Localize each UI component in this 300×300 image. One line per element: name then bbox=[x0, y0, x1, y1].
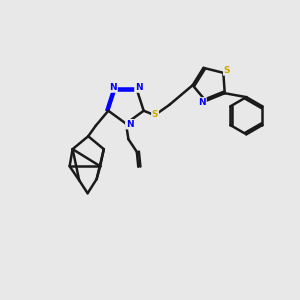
Text: N: N bbox=[126, 120, 134, 129]
Text: N: N bbox=[135, 83, 142, 92]
Text: S: S bbox=[224, 66, 230, 75]
Text: N: N bbox=[110, 83, 117, 92]
Text: N: N bbox=[198, 98, 206, 107]
Text: S: S bbox=[152, 110, 158, 119]
